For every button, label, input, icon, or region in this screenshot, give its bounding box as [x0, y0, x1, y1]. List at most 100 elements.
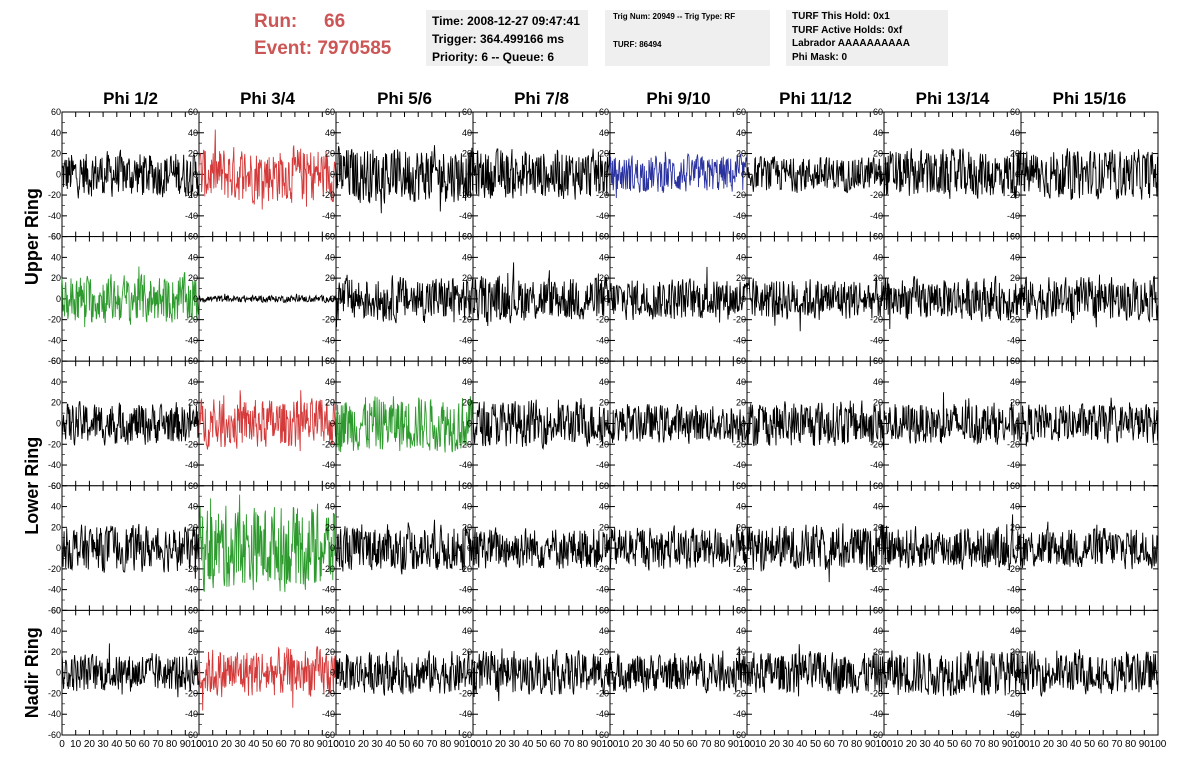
y-tick-label: 40 [51, 502, 61, 512]
waveform-trace [609, 151, 748, 199]
x-tick-label: 100 [1150, 739, 1167, 750]
y-tick-label: -20 [1007, 564, 1020, 574]
y-tick-label: 60 [873, 232, 883, 242]
y-tick-label: 60 [736, 232, 746, 242]
y-tick-label: -20 [870, 315, 883, 325]
x-tick-label: 80 [166, 739, 178, 750]
x-tick-label: 40 [522, 739, 534, 750]
y-tick-label: 0 [1015, 169, 1020, 179]
y-tick-label: -20 [596, 315, 609, 325]
x-tick-label: 10 [207, 739, 219, 750]
y-tick-label: 20 [599, 647, 609, 657]
waveform-trace [1020, 397, 1159, 447]
y-tick-label: 20 [1010, 647, 1020, 657]
column-header-2: Phi 3/4 [240, 89, 295, 108]
y-tick-label: 0 [193, 543, 198, 553]
y-tick-label: 0 [56, 543, 61, 553]
y-tick-label: -40 [733, 460, 746, 470]
waveform-trace [883, 275, 1022, 330]
y-tick-label: 40 [462, 502, 472, 512]
column-header-5: Phi 9/10 [646, 89, 710, 108]
y-tick-label: 40 [462, 377, 472, 387]
x-tick-label: 100 [465, 739, 482, 750]
waveform-trace [198, 293, 337, 304]
y-tick-label: 60 [325, 605, 335, 615]
y-tick-label: 20 [736, 273, 746, 283]
y-tick-label: 20 [873, 398, 883, 408]
x-tick-label: 10 [892, 739, 904, 750]
turf-active-holds-text: TURF Active Holds: 0xf [792, 24, 903, 36]
y-tick-label: -20 [185, 315, 198, 325]
y-tick-label: 60 [736, 481, 746, 491]
y-tick-label: 40 [1010, 128, 1020, 138]
x-tick-label: 50 [262, 739, 274, 750]
y-tick-label: -20 [1007, 315, 1020, 325]
waveform-trace [198, 646, 337, 711]
y-tick-label: -20 [48, 190, 61, 200]
x-tick-label: 90 [865, 739, 877, 750]
x-tick-label: 70 [974, 739, 986, 750]
y-tick-label: 20 [462, 522, 472, 532]
y-tick-label: 0 [878, 668, 883, 678]
y-tick-label: 0 [467, 668, 472, 678]
y-tick-label: 40 [51, 252, 61, 262]
y-tick-label: -20 [459, 688, 472, 698]
x-tick-label: 60 [687, 739, 699, 750]
x-tick-label: 50 [673, 739, 685, 750]
y-tick-label: 0 [741, 668, 746, 678]
y-tick-label: 20 [736, 647, 746, 657]
y-tick-label: -40 [185, 335, 198, 345]
y-tick-label: 0 [1015, 294, 1020, 304]
x-tick-label: 40 [933, 739, 945, 750]
y-tick-label: 40 [1010, 626, 1020, 636]
event-label: Event: [254, 38, 313, 59]
x-tick-label: 60 [139, 739, 151, 750]
x-tick-label: 10 [618, 739, 630, 750]
y-tick-label: 60 [736, 107, 746, 117]
x-tick-label: 100 [739, 739, 756, 750]
y-tick-label: 60 [873, 605, 883, 615]
x-tick-label: 80 [988, 739, 1000, 750]
x-tick-label: 80 [1125, 739, 1137, 750]
x-tick-label: 40 [796, 739, 808, 750]
x-tick-label: 60 [276, 739, 288, 750]
x-tick-label: 30 [646, 739, 658, 750]
y-tick-label: -40 [459, 211, 472, 221]
y-tick-label: 60 [462, 356, 472, 366]
y-tick-label: 40 [1010, 252, 1020, 262]
x-tick-label: 20 [84, 739, 96, 750]
y-tick-label: -40 [459, 460, 472, 470]
waveform-trace [746, 523, 885, 583]
run-event-block: Run: 66 Event: 7970585 [254, 8, 391, 62]
y-tick-label: -20 [459, 439, 472, 449]
y-tick-label: -20 [459, 315, 472, 325]
x-tick-label: 50 [536, 739, 548, 750]
x-tick-label: 0 [1018, 739, 1024, 750]
y-tick-label: -40 [48, 460, 61, 470]
y-tick-label: 20 [1010, 522, 1020, 532]
x-tick-label: 40 [1070, 739, 1082, 750]
column-header-3: Phi 5/6 [377, 89, 432, 108]
x-tick-label: 10 [1029, 739, 1041, 750]
y-tick-label: 60 [325, 356, 335, 366]
y-tick-label: -40 [459, 335, 472, 345]
y-tick-label: 60 [51, 481, 61, 491]
x-tick-label: 20 [495, 739, 507, 750]
y-tick-label: 40 [188, 377, 198, 387]
column-header-6: Phi 11/12 [779, 89, 852, 108]
y-tick-label: -40 [459, 709, 472, 719]
y-tick-label: 20 [325, 647, 335, 657]
turf-text: TURF: 86494 [613, 40, 662, 49]
time-text: Time: 2008-12-27 09:47:41 [432, 14, 580, 28]
y-tick-label: 40 [736, 377, 746, 387]
waveform-trace [61, 266, 200, 328]
y-tick-label: 60 [325, 481, 335, 491]
y-tick-label: 20 [736, 398, 746, 408]
time-trigger-box: Time: 2008-12-27 09:47:41 Trigger: 364.4… [426, 10, 588, 66]
